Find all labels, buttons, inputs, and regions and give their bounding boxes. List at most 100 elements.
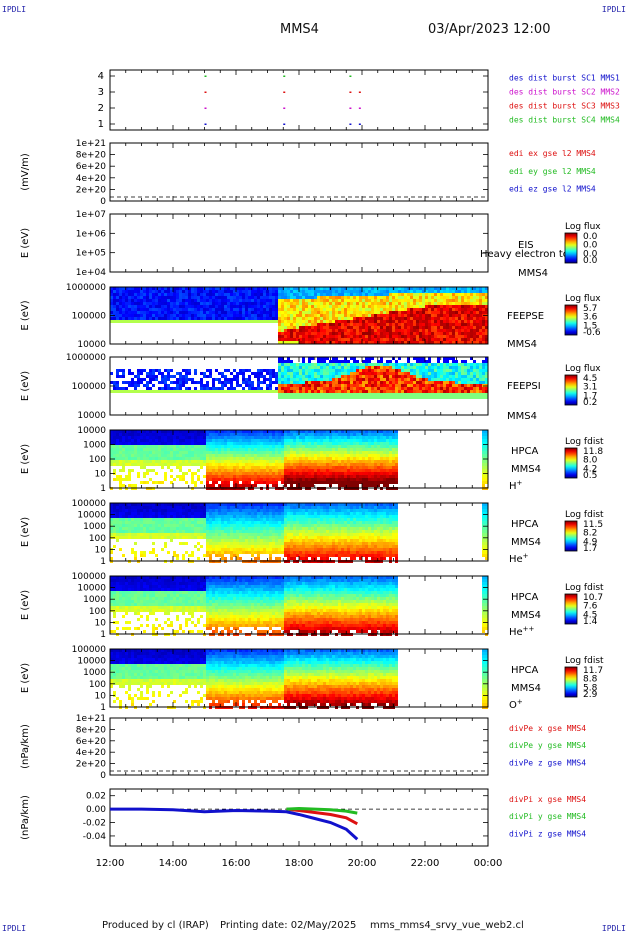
spectrogram-cell-feepse <box>473 311 476 314</box>
spectrogram-cell-feepse <box>437 305 440 308</box>
spectrogram-cell-feepse <box>359 308 362 311</box>
spectrogram-cell-hpca_h <box>113 454 116 457</box>
spectrogram-cell-feepse <box>143 302 146 305</box>
spectrogram-cell-feepse <box>380 293 383 296</box>
spectrogram-cell-feepsi <box>386 390 389 393</box>
spectrogram-cell-feepse <box>134 308 137 311</box>
spectrogram-cell-hpca_h <box>278 448 281 451</box>
spectrogram-cell-feepsi <box>452 396 455 399</box>
spectrogram-cell-hpca_h <box>209 463 212 466</box>
spectrogram-cell-feepse <box>386 332 389 335</box>
spectrogram-cell-hpca_h <box>236 475 239 478</box>
spectrogram-cell-hpca_h <box>191 457 194 460</box>
spectrogram-cell-hpca_h <box>140 442 143 445</box>
spectrogram-cell-feepse <box>410 290 413 293</box>
spectrogram-cell-hpca_h <box>110 436 113 439</box>
spectrogram-cell-feepse <box>410 323 413 326</box>
spectrogram-cell-feepse <box>182 290 185 293</box>
spectrogram-cell-feepsi <box>236 390 239 393</box>
spectrogram-cell-hpca_h <box>230 475 233 478</box>
spectrogram-cell-feepse <box>335 329 338 332</box>
spectrogram-cell-feepsi <box>386 360 389 363</box>
spectrogram-cell-feepse <box>401 296 404 299</box>
spectrogram-cell-feepsi <box>287 393 290 396</box>
spectrogram-cell-hpca_h <box>308 484 311 487</box>
spectrogram-cell-hpca_h <box>317 478 320 481</box>
spectrogram-cell-feepse <box>344 329 347 332</box>
spectrogram-cell-feepsi <box>458 363 461 366</box>
spectrogram-cell-feepse <box>458 335 461 338</box>
spectrogram-cell-hpca_h <box>182 451 185 454</box>
spectrogram-cell-feepse <box>251 290 254 293</box>
spectrogram-cell-feepse <box>440 320 443 323</box>
spectrogram-cell-feepse <box>389 335 392 338</box>
spectrogram-cell-feepse <box>401 287 404 290</box>
spectrogram-cell-feepse <box>434 302 437 305</box>
spectrogram-cell-feepse <box>269 293 272 296</box>
spectrogram-cell-feepse <box>347 290 350 293</box>
spectrogram-cell-hpca_h <box>263 469 266 472</box>
spectrogram-cell-feepse <box>365 335 368 338</box>
spectrogram-cell-hpca_h <box>284 481 287 484</box>
spectrogram-cell-feepsi <box>269 390 272 393</box>
spectrogram-cell-feepse <box>356 332 359 335</box>
spectrogram-cell-feepsi <box>458 384 461 387</box>
spectrogram-cell-feepse <box>215 299 218 302</box>
spectrogram-cell-hpca_h <box>185 433 188 436</box>
spectrogram-cell-feepse <box>278 326 281 329</box>
spectrogram-cell-feepse <box>449 320 452 323</box>
spectrogram-cell-hpca_h <box>278 442 281 445</box>
eis-overlap-text: Heavy electron to <box>480 249 569 260</box>
spectrogram-cell-feepse <box>194 311 197 314</box>
spectrogram-cell-feepse <box>362 335 365 338</box>
spectrogram-cell-feepse <box>218 317 221 320</box>
spectrogram-cell-feepsi <box>137 384 140 387</box>
spectrogram-cell-hpca_h <box>296 451 299 454</box>
spectrogram-cell-feepse <box>434 335 437 338</box>
spectrogram-cell-feepse <box>209 308 212 311</box>
spectrogram-cell-feepsi <box>278 390 281 393</box>
panel-frame-divpe <box>109 717 489 776</box>
spectrogram-cell-feepse <box>287 311 290 314</box>
spectrogram-cell-feepse <box>266 290 269 293</box>
spectrogram-cell-hpca_h <box>215 481 218 484</box>
spectrogram-cell-hpca_h <box>215 445 218 448</box>
spectrogram-cell-feepse <box>449 302 452 305</box>
spectrogram-cell-feepsi <box>476 387 479 390</box>
spectrogram-cell-hpca_h <box>290 475 293 478</box>
spectrogram-cell-feepse <box>407 305 410 308</box>
spectrogram-cell-feepse <box>188 308 191 311</box>
spectrogram-cell-feepse <box>392 290 395 293</box>
spectrogram-cell-hpca_h <box>254 469 257 472</box>
spectrogram-cell-feepse <box>119 320 122 323</box>
spectrogram-cell-feepsi <box>323 384 326 387</box>
spectrogram-cell-feepse <box>200 296 203 299</box>
spectrogram-cell-feepse <box>482 329 485 332</box>
spectrogram-cell-hpca_h <box>254 472 257 475</box>
spectrogram-cell-feepse <box>227 317 230 320</box>
spectrogram-cell-feepse <box>419 290 422 293</box>
spectrogram-cell-feepse <box>467 308 470 311</box>
spectrogram-cell-feepse <box>395 323 398 326</box>
spectrogram-cell-feepsi <box>299 375 302 378</box>
spectrogram-cell-hpca_h <box>305 448 308 451</box>
spectrogram-cell-feepsi <box>176 390 179 393</box>
spectrogram-cell-hpca_h <box>218 451 221 454</box>
spectrogram-cell-feepse <box>284 299 287 302</box>
spectrogram-cell-feepse <box>401 320 404 323</box>
spectrogram-cell-feepse <box>266 296 269 299</box>
spectrogram-cell-feepse <box>287 323 290 326</box>
spectrogram-cell-feepse <box>428 311 431 314</box>
spectrogram-cell-feepse <box>434 332 437 335</box>
spectrogram-cell-feepse <box>389 332 392 335</box>
spectrogram-cell-feepsi <box>359 384 362 387</box>
spectrogram-cell-hpca_h <box>167 436 170 439</box>
spectrogram-cell-feepsi <box>440 375 443 378</box>
spectrogram-cell-feepse <box>314 323 317 326</box>
spectrogram-cell-hpca_h <box>254 484 257 487</box>
spectrogram-cell-feepsi <box>206 384 209 387</box>
spectrogram-cell-feepsi <box>305 387 308 390</box>
spectrogram-cell-feepsi <box>317 387 320 390</box>
spectrogram-cell-hpca_h <box>146 481 149 484</box>
spectrogram-cell-hpca_h <box>155 460 158 463</box>
